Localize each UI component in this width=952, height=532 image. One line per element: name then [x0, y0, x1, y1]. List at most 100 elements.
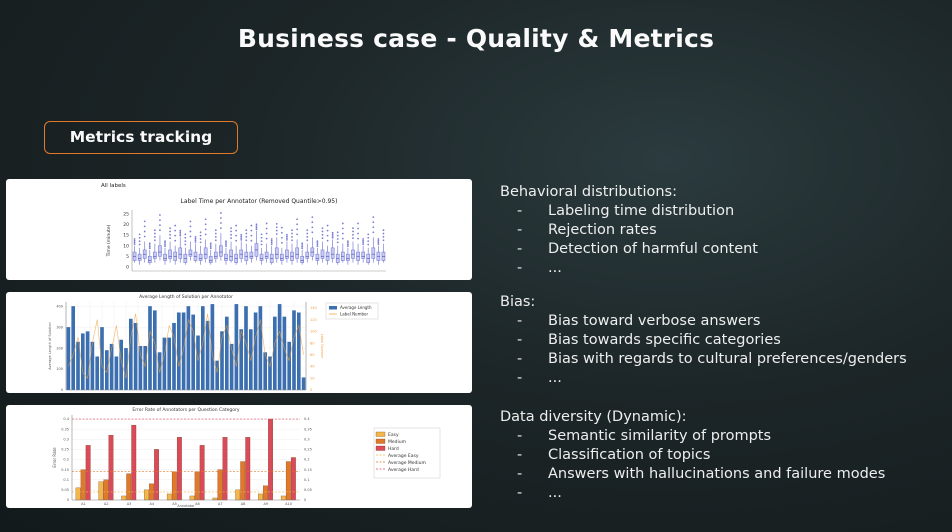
bar-easy: [166, 493, 172, 501]
bar-easy: [258, 493, 263, 501]
bar: [85, 331, 90, 390]
legend-swatch: [375, 445, 386, 451]
outlier-point: [164, 241, 166, 244]
outlier-point: [347, 245, 349, 248]
outlier-point: [220, 222, 222, 224]
legend-swatch: [375, 431, 386, 437]
box: [259, 253, 264, 261]
bar: [66, 327, 71, 390]
outlier-point: [372, 226, 375, 229]
outlier-point: [270, 243, 273, 245]
list-item: - Labeling time distribution: [517, 203, 735, 219]
bar-easy: [144, 489, 149, 501]
outlier-point: [270, 241, 273, 244]
y-axis-label: Time (minute): [106, 224, 112, 257]
metrics-tracking-badge: Metrics tracking: [44, 121, 238, 154]
outlier-point: [133, 239, 136, 242]
bar-medium: [217, 469, 223, 501]
outlier-point: [184, 240, 187, 243]
outlier-point: [331, 231, 334, 234]
y-tick-label: 15: [123, 233, 129, 239]
outlier-point: [133, 243, 136, 245]
behavioral-distributions-section: Behavioral distributions: - Labeling time…: [500, 183, 758, 278]
outlier-point: [245, 239, 248, 242]
outlier-point: [367, 233, 370, 236]
box: [361, 251, 365, 259]
outlier-point: [184, 243, 187, 246]
bar: [90, 341, 95, 390]
outlier-point: [230, 233, 232, 236]
outlier-point: [179, 234, 182, 237]
outlier-point: [301, 242, 304, 245]
bar-medium: [103, 479, 109, 501]
outlier-point: [280, 226, 283, 229]
outlier-point: [235, 234, 238, 237]
outlier-point: [311, 221, 314, 224]
box: [285, 249, 289, 259]
outlier-point: [286, 238, 288, 241]
outlier-point: [382, 236, 385, 238]
bar: [186, 306, 191, 390]
outlier-point: [235, 224, 238, 227]
outlier-point: [174, 239, 177, 242]
bar-easy: [98, 481, 104, 501]
bar-easy: [280, 495, 286, 501]
legend-label: Average Easy: [388, 453, 419, 459]
bar: [253, 312, 258, 390]
outlier-point: [311, 231, 314, 234]
outlier-point: [352, 233, 354, 236]
list-item: - Bias towards specific categories: [517, 332, 781, 348]
outlier-point: [377, 238, 380, 240]
y2-tick-label: 0.4: [304, 417, 310, 421]
outlier-point: [169, 227, 172, 229]
outlier-point: [341, 227, 344, 230]
outlier-point: [138, 233, 141, 236]
bar: [176, 312, 181, 390]
outlier-point: [357, 227, 359, 230]
y2-tick-label: 0: [304, 498, 306, 502]
outlier-point: [296, 218, 298, 221]
outlier-point: [159, 214, 161, 216]
outlier-point: [148, 242, 151, 245]
bar: [100, 327, 104, 390]
y-tick-label: 0.15: [61, 468, 69, 472]
bar: [263, 352, 268, 390]
box: [203, 247, 208, 259]
y2-tick-label: 0.35: [304, 427, 312, 431]
outlier-point: [260, 236, 263, 239]
legend-label: Hard: [388, 446, 399, 452]
bar: [162, 337, 167, 390]
outlier-point: [250, 239, 253, 242]
outlier-point: [357, 237, 359, 240]
outlier-point: [194, 236, 197, 238]
outlier-point: [143, 220, 146, 223]
box: [371, 247, 376, 259]
section-heading: Data diversity (Dynamic):: [500, 409, 687, 425]
outlier-point: [296, 223, 298, 226]
outlier-point: [296, 228, 298, 231]
outlier-point: [194, 237, 197, 240]
outlier-point: [143, 225, 146, 228]
bar: [181, 312, 186, 390]
box: [163, 253, 167, 261]
outlier-point: [275, 229, 278, 232]
legend-label: Label Number: [340, 312, 368, 317]
outlier-point: [372, 216, 375, 219]
x-tick-label: A2: [104, 502, 109, 506]
y-tick-label: 0: [61, 388, 63, 392]
outlier-point: [377, 243, 380, 245]
list-item: - Bias toward verbose answers: [517, 313, 761, 329]
outlier-point: [189, 225, 192, 228]
outlier-point: [301, 247, 304, 250]
outlier-point: [275, 226, 278, 229]
outlier-point: [209, 244, 212, 246]
outlier-point: [230, 227, 232, 229]
outlier-point: [250, 234, 253, 237]
y2-tick-label: 80: [310, 341, 314, 345]
bar-medium: [263, 485, 268, 501]
outlier-point: [306, 239, 309, 242]
x-tick-label: A1: [81, 502, 86, 506]
outlier-point: [336, 234, 339, 237]
outlier-point: [357, 232, 359, 235]
outlier-point: [311, 216, 314, 219]
